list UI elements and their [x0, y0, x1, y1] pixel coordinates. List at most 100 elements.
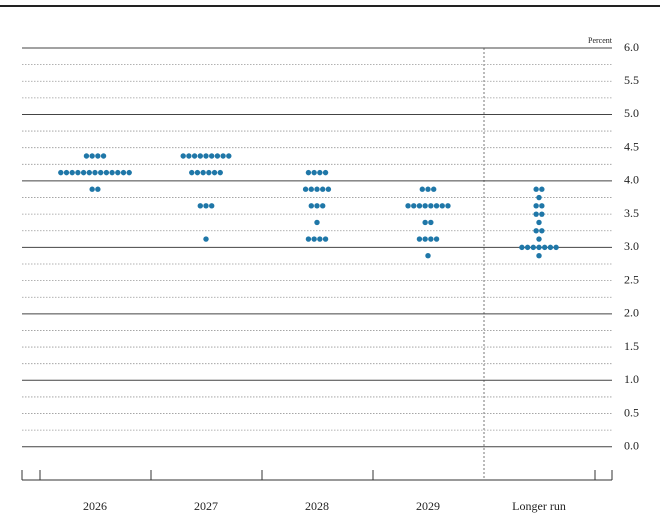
- dot: [428, 219, 434, 226]
- dot: [206, 169, 212, 176]
- dot: [58, 169, 64, 176]
- x-tick-label: 2029: [416, 499, 440, 513]
- dot: [89, 186, 95, 192]
- dot: [533, 203, 539, 209]
- dot: [180, 153, 186, 159]
- dot: [536, 244, 542, 251]
- dot: [126, 169, 132, 176]
- dot: [86, 169, 93, 176]
- dot: [63, 169, 70, 176]
- dot: [83, 153, 90, 159]
- dot: [308, 203, 314, 209]
- dot: [314, 203, 320, 209]
- x-tick-label: Longer run: [512, 499, 566, 513]
- dot: [425, 186, 431, 192]
- dot: [539, 228, 545, 234]
- dot: [200, 169, 206, 176]
- y-tick-label: 3.0: [624, 239, 639, 253]
- dot: [69, 169, 75, 176]
- dot: [519, 244, 525, 251]
- dot: [311, 169, 317, 176]
- dot: [539, 203, 545, 209]
- y-tick-label: 4.5: [624, 139, 639, 153]
- dot: [95, 153, 101, 159]
- dot: [209, 153, 215, 159]
- y-tick-label: 3.5: [624, 206, 639, 220]
- y-tick-label: 5.5: [624, 73, 639, 87]
- y-tick-label: 0.0: [624, 439, 639, 453]
- dot: [416, 236, 423, 242]
- dot: [214, 153, 221, 159]
- y-tick-label: 0.5: [624, 405, 639, 419]
- dot: [109, 169, 115, 176]
- dot: [305, 236, 312, 242]
- dot: [416, 203, 423, 209]
- dot: [220, 153, 226, 159]
- dot: [431, 186, 437, 192]
- dot: [536, 236, 542, 242]
- dot: [422, 219, 428, 226]
- dot: [320, 186, 326, 192]
- y-axis-label: Percent: [588, 36, 613, 45]
- dot: [524, 244, 531, 251]
- dot: [553, 244, 559, 251]
- dot: [325, 186, 332, 192]
- dot: [317, 169, 323, 176]
- dot: [197, 153, 203, 159]
- dot: [314, 186, 320, 192]
- dot: [428, 236, 434, 242]
- dot: [89, 153, 95, 159]
- dot: [92, 169, 98, 176]
- dot: [209, 203, 215, 209]
- dot: [100, 153, 107, 159]
- dot: [217, 169, 223, 176]
- dot: [539, 186, 545, 192]
- dot: [547, 244, 554, 251]
- dot: [211, 169, 218, 176]
- dot: [542, 244, 548, 251]
- y-tick-label: 1.0: [624, 372, 639, 386]
- dot: [539, 211, 545, 217]
- dot: [189, 169, 195, 176]
- dot: [419, 186, 425, 192]
- dot: [191, 153, 198, 159]
- dot: [203, 236, 209, 242]
- dot: [98, 169, 104, 176]
- dot: [428, 203, 434, 209]
- dot: [411, 203, 417, 209]
- dot: [226, 153, 232, 159]
- dot: [536, 194, 542, 201]
- dot: [194, 169, 201, 176]
- dot: [203, 203, 209, 209]
- dot: [115, 169, 121, 176]
- dot: [317, 236, 323, 242]
- dot: [95, 186, 101, 192]
- dot: [536, 219, 542, 226]
- dot: [533, 186, 539, 192]
- dot: [422, 203, 428, 209]
- dot: [80, 169, 87, 176]
- dot: [311, 236, 317, 242]
- x-tick-label: 2026: [83, 499, 107, 513]
- dot: [322, 236, 329, 242]
- y-tick-label: 1.5: [624, 339, 639, 353]
- dot: [322, 169, 329, 176]
- dot: [302, 186, 309, 192]
- dot: [422, 236, 428, 242]
- dot: [320, 203, 326, 209]
- dot: [445, 203, 451, 209]
- y-tick-label: 2.0: [624, 306, 639, 320]
- dot: [103, 169, 110, 176]
- dot: [314, 219, 320, 226]
- y-tick-label: 5.0: [624, 106, 639, 120]
- dot: [197, 203, 203, 209]
- dot: [186, 153, 192, 159]
- dot: [75, 169, 81, 176]
- dot: [533, 228, 539, 234]
- dot: [433, 236, 440, 242]
- x-tick-label: 2028: [305, 499, 329, 513]
- y-tick-label: 4.0: [624, 173, 639, 187]
- dot: [405, 203, 411, 209]
- dot: [305, 169, 312, 176]
- dot: [120, 169, 127, 176]
